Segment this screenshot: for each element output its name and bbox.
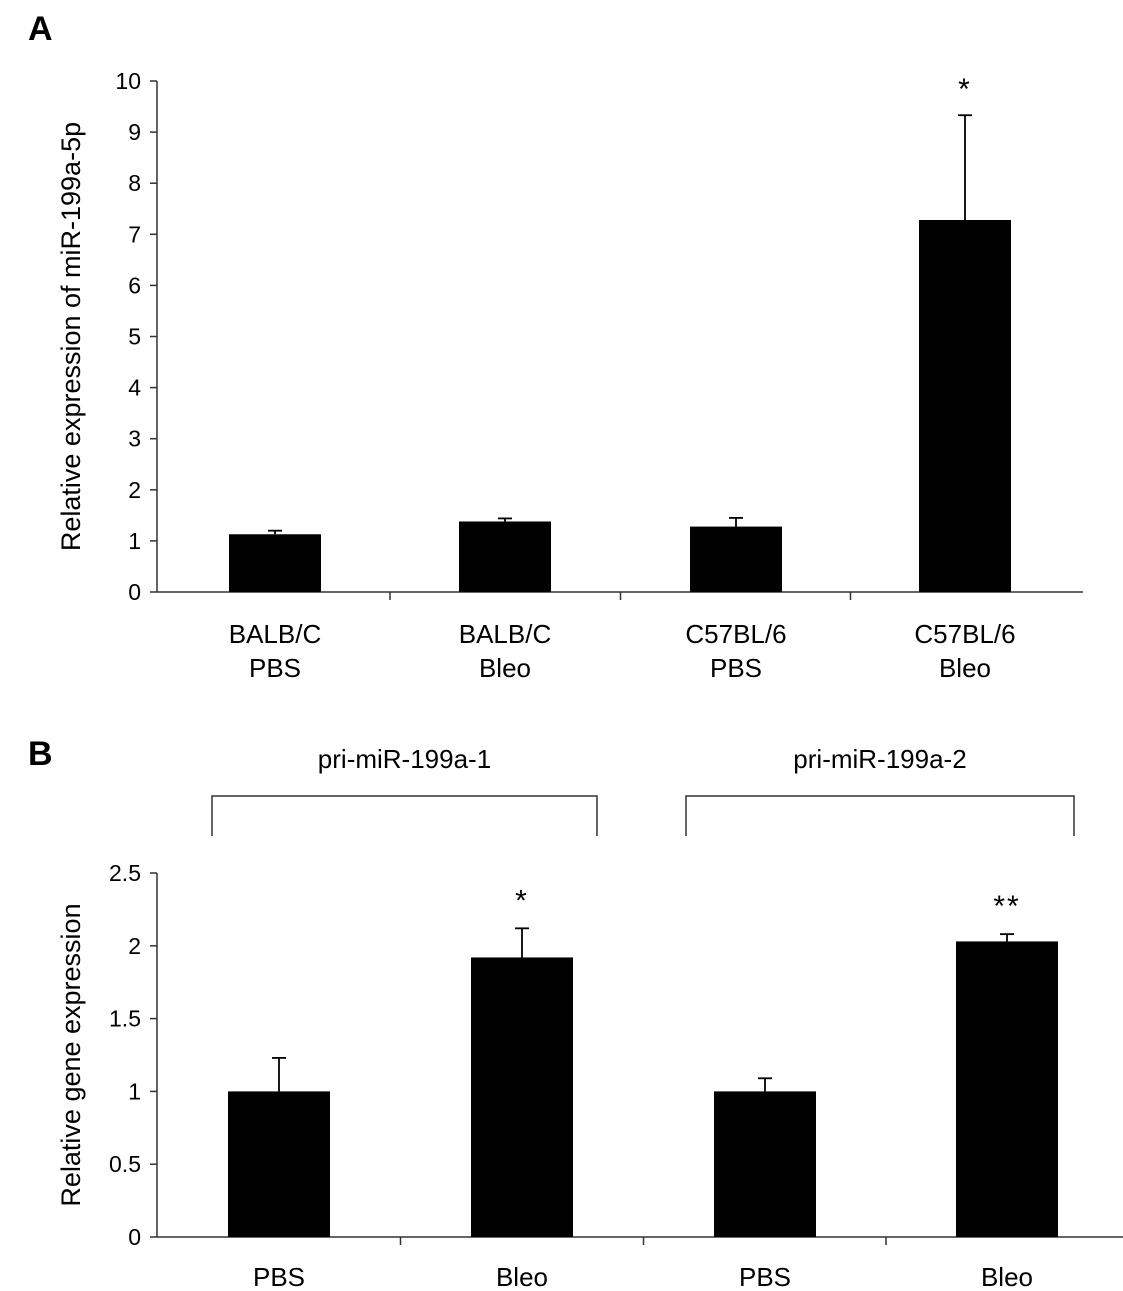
y-tick-label: 8	[128, 170, 141, 196]
category-label: BALB/C	[459, 619, 552, 649]
bar	[229, 534, 321, 592]
panel-label: A	[28, 10, 53, 48]
significance-marker: *	[958, 73, 972, 106]
y-tick-label: 1	[128, 528, 141, 554]
y-tick-label: 1.5	[109, 1006, 141, 1032]
bar	[471, 957, 573, 1237]
category-label: Bleo	[496, 1262, 548, 1291]
significance-marker: **	[993, 890, 1020, 923]
category-label: PBS	[710, 653, 762, 683]
bar	[690, 526, 782, 592]
bar	[459, 521, 551, 592]
group-bracket	[211, 795, 598, 836]
y-tick-label: 1	[128, 1078, 141, 1104]
category-label: Bleo	[939, 653, 991, 683]
y-tick-label: 2.5	[109, 860, 141, 886]
category-label: C57BL/6	[685, 619, 786, 649]
panel-b: B 0 0.5 1 1.5 2 2.5 Relative gene expression PBS…	[28, 735, 1123, 1291]
y-tick-label: 6	[128, 272, 141, 298]
y-tick-label: 9	[128, 119, 141, 145]
category-label: PBS	[253, 1262, 305, 1291]
y-tick-label: 0	[128, 1224, 141, 1250]
bar	[228, 1091, 330, 1237]
y-axis-label: Relative gene expression	[56, 903, 86, 1206]
category-label: PBS	[249, 653, 301, 683]
y-tick-label: 4	[128, 375, 141, 401]
y-tick-label: 3	[128, 426, 141, 452]
panel-label: B	[28, 735, 53, 773]
bar	[919, 219, 1011, 592]
category-label: C57BL/6	[914, 619, 1015, 649]
panel-a: A 0 1 2 3 4 5 6 7 8 9 10 Relative expression of miR-…	[28, 10, 1083, 683]
category-label: Bleo	[479, 653, 531, 683]
y-tick-label: 0	[128, 579, 141, 605]
y-tick-label: 7	[128, 221, 141, 247]
y-tick-label: 5	[128, 324, 141, 350]
y-axis-label: Relative expression of miR-199a-5p	[56, 122, 86, 551]
group-label: pri-miR-199a-1	[318, 744, 491, 774]
y-tick-label: 2	[128, 933, 141, 959]
group-bracket	[685, 795, 1075, 836]
bar	[956, 941, 1058, 1237]
category-label: BALB/C	[229, 619, 322, 649]
category-label: Bleo	[981, 1262, 1033, 1291]
y-tick-label: 2	[128, 477, 141, 503]
group-label: pri-miR-199a-2	[793, 744, 966, 774]
y-tick-label: 10	[115, 68, 141, 94]
significance-marker: *	[515, 884, 529, 917]
category-label: PBS	[739, 1262, 791, 1291]
y-tick-label: 0.5	[109, 1151, 141, 1177]
bar	[714, 1091, 816, 1237]
